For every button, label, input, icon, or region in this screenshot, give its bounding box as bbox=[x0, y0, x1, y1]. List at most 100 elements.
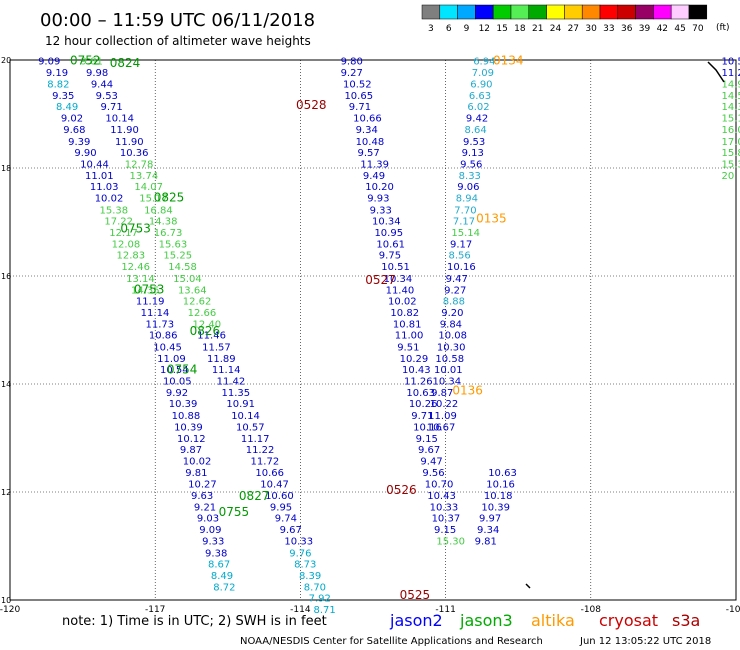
wave-height-value: 10.33 bbox=[430, 502, 459, 513]
footer-note: note: 1) Time is in UTC; 2) SWH is in fe… bbox=[62, 614, 327, 629]
wave-height-value: 9.81 bbox=[185, 468, 207, 479]
wave-height-value: 10.30 bbox=[437, 343, 466, 354]
wave-height-value: 9.20 bbox=[441, 308, 463, 319]
wave-height-value: 12.08 bbox=[112, 239, 141, 250]
wave-height-value: 8.94 bbox=[456, 193, 478, 204]
pass-time-label: 0825 bbox=[154, 190, 185, 204]
legend-label: 21 bbox=[532, 24, 543, 34]
wave-height-value: 10.20 bbox=[365, 182, 394, 193]
wave-height-value: 16.84 bbox=[144, 205, 173, 216]
satellite-legend-cryosat: cryosat bbox=[599, 611, 658, 630]
legend-swatch bbox=[688, 4, 708, 20]
wave-height-value: 9.75 bbox=[379, 251, 401, 262]
wave-height-value: 10.05 bbox=[163, 377, 192, 388]
wave-height-value: 9.56 bbox=[422, 468, 444, 479]
wave-height-value: 10.02 bbox=[388, 297, 417, 308]
wave-height-value: 11.01 bbox=[85, 171, 114, 182]
wave-height-value: 10.01 bbox=[434, 365, 463, 376]
wave-height-value: 15.04 bbox=[173, 274, 202, 285]
wave-height-value: 9.90 bbox=[74, 148, 96, 159]
satellite-legend-jason2: jason2 bbox=[389, 611, 443, 630]
grid-lines bbox=[10, 60, 736, 600]
wave-height-value: 11.09 bbox=[157, 354, 186, 365]
x-tick-label: -105 bbox=[726, 605, 740, 615]
wave-height-value: 8.33 bbox=[459, 171, 481, 182]
wave-height-value: 9.74 bbox=[275, 514, 297, 525]
wave-height-value: 10.65 bbox=[344, 91, 373, 102]
legend-swatch bbox=[546, 4, 565, 20]
pass-time-label: 0752 bbox=[70, 53, 101, 67]
wave-height-value: 10.67 bbox=[427, 422, 456, 433]
pass-time-label: 0525 bbox=[400, 588, 431, 602]
legend-swatch bbox=[475, 4, 494, 20]
wave-height-value: 10.86 bbox=[149, 331, 178, 342]
legend-swatch bbox=[670, 4, 690, 20]
wave-height-value: 9.84 bbox=[440, 319, 462, 330]
satellite-legend: jason2 jason3 altika cryosat s3a bbox=[389, 611, 700, 630]
wave-height-value: 12.78 bbox=[125, 159, 154, 170]
wave-height-value: 13.64 bbox=[178, 285, 207, 296]
wave-height-value: 9.09 bbox=[199, 525, 221, 536]
wave-height-value: 8.64 bbox=[464, 125, 486, 136]
wave-height-value: 15.30 bbox=[436, 536, 465, 547]
wave-height-value: 9.71 bbox=[101, 102, 123, 113]
wave-height-value: 10.91 bbox=[226, 399, 255, 410]
color-legend: 3 6 9 12 15 18 21 24 27 30 33 36 39 42 45 70 bbox=[421, 4, 708, 34]
wave-height-value: 12.62 bbox=[183, 297, 212, 308]
wave-height-value: 6.90 bbox=[470, 80, 492, 91]
wave-height-value: 9.98 bbox=[86, 68, 108, 79]
wave-height-value: 11.09 bbox=[428, 411, 457, 422]
wave-height-value: 9.02 bbox=[61, 114, 83, 125]
x-tick-label: -117 bbox=[145, 605, 165, 615]
wave-height-value: 9.33 bbox=[202, 536, 224, 547]
wave-height-value: 10.63 bbox=[406, 388, 435, 399]
legend-label: 27 bbox=[568, 24, 579, 34]
wave-height-value: 9.44 bbox=[91, 80, 113, 91]
wave-height-value: 11.72 bbox=[251, 456, 280, 467]
wave-height-value: 10.47 bbox=[260, 480, 289, 491]
wave-height-value: 12.46 bbox=[121, 262, 150, 273]
wave-height-value: 10.08 bbox=[438, 331, 467, 342]
wave-height-value: 11.46 bbox=[197, 331, 226, 342]
wave-height-value: 10.22 bbox=[430, 399, 459, 410]
wave-height-value: 15.10 bbox=[721, 114, 740, 125]
chart-subtitle: 12 hour collection of altimeter wave hei… bbox=[45, 34, 311, 48]
legend-label: 30 bbox=[585, 24, 597, 34]
wave-height-value: 10.61 bbox=[376, 239, 405, 250]
legend-label: 42 bbox=[657, 24, 668, 34]
wave-height-value: 9.09 bbox=[38, 56, 60, 67]
wave-height-value: 9.87 bbox=[180, 445, 202, 456]
wave-height-value: 10.54 bbox=[160, 365, 189, 376]
wave-height-value: 10.34 bbox=[372, 217, 401, 228]
wave-height-value: 10.60 bbox=[265, 491, 294, 502]
wave-height-value: 10.16 bbox=[447, 262, 476, 273]
wave-height-value: 20 bbox=[721, 171, 734, 182]
wave-height-value: 11.35 bbox=[222, 388, 251, 399]
wave-height-value: 9.33 bbox=[370, 205, 392, 216]
legend-swatch bbox=[528, 4, 547, 20]
wave-height-value: 12.83 bbox=[116, 251, 145, 262]
y-tick-label: 10 bbox=[1, 596, 11, 605]
legend-swatch bbox=[492, 4, 512, 20]
wave-height-value: 15.30 bbox=[721, 159, 740, 170]
wave-height-value: 11.90 bbox=[115, 137, 144, 148]
x-tick-label: -114 bbox=[290, 605, 311, 615]
wave-height-value: 10.16 bbox=[486, 480, 515, 491]
wave-height-value: 9.95 bbox=[270, 502, 292, 513]
wave-height-value: 8.72 bbox=[213, 582, 235, 593]
wave-height-value: 14.07 bbox=[134, 182, 163, 193]
pass-time-label: 0827 bbox=[239, 489, 270, 503]
wave-height-value: 10.43 bbox=[402, 365, 431, 376]
legend-swatch bbox=[439, 4, 458, 20]
wave-height-value: 11.00 bbox=[395, 331, 424, 342]
pass-time-label: 0527 bbox=[365, 273, 396, 287]
pass-time-label: 0754 bbox=[167, 363, 198, 377]
wave-height-value: 11.27 bbox=[721, 68, 740, 79]
wave-height-value: 11.14 bbox=[141, 308, 170, 319]
wave-height-value: 10.36 bbox=[120, 148, 149, 159]
footer-timestamp: Jun 12 13:05:22 UTC 2018 bbox=[579, 636, 711, 647]
wave-height-value: 15.38 bbox=[100, 205, 129, 216]
wave-height-value: 6.63 bbox=[469, 91, 491, 102]
wave-height-value: 10.37 bbox=[432, 514, 461, 525]
